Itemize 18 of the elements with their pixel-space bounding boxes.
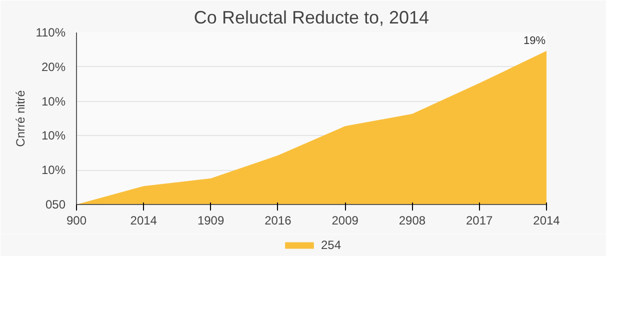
x-tick-label: 1909 (197, 214, 224, 228)
text: 20% (41, 60, 66, 74)
x-tick-label: 2016 (264, 214, 292, 228)
text: 10% (41, 94, 66, 108)
y-axis-title: Cnrré nitré (14, 90, 28, 147)
text: 10% (41, 128, 66, 143)
x-tick-label: 900 (66, 214, 87, 228)
text: 10% (41, 163, 66, 178)
chart-title: Co Reluctal Reducte to, 2014 (194, 8, 430, 28)
x-tick-label: 2908 (398, 214, 426, 228)
x-tick-label: 2014 (533, 214, 560, 228)
text: 19% (523, 34, 546, 47)
text: 110% (36, 26, 66, 40)
x-tick-label: 2009 (332, 214, 359, 228)
text: 050 (45, 198, 66, 212)
legend-label: 254 (320, 238, 342, 252)
x-tick-label: 2017 (466, 214, 494, 228)
x-tick-label: 2014 (130, 214, 158, 228)
